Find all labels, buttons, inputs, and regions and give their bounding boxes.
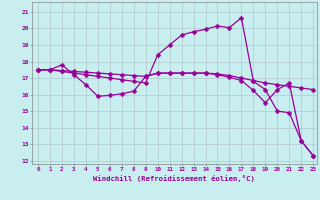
X-axis label: Windchill (Refroidissement éolien,°C): Windchill (Refroidissement éolien,°C) <box>93 175 255 182</box>
